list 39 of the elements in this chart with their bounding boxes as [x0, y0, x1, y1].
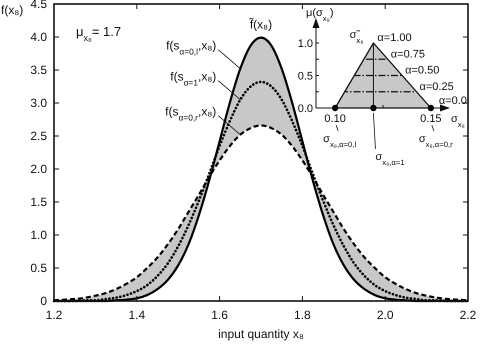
y-axis-title: μ(σ$_{x₈}$) [306, 7, 334, 22]
y-tick-label: 0.5 [298, 70, 313, 82]
x-tick-label: 1.8 [294, 308, 312, 322]
annotation: σ$_{x₈,α=0,r}$ [418, 133, 454, 148]
annotation: μ$_{x₈}$= 1.7 [76, 24, 122, 43]
x-tick-label: 0.15 [420, 113, 442, 125]
y-tick-label: 2.0 [30, 162, 48, 176]
x-tick-label: 1.2 [46, 308, 63, 322]
annotation: f̃(x₈) [248, 18, 272, 32]
x-tick-label: 1.4 [128, 308, 146, 322]
x-tick-label: 2.0 [376, 308, 394, 322]
y-tick-label: 2.5 [30, 129, 48, 143]
ref-line-label: α=0.25 [420, 80, 454, 93]
y-tick-label: 0 [40, 294, 48, 308]
annotation: α=0.0 [438, 95, 467, 107]
y-tick-label: 4.5 [30, 0, 48, 11]
y-tick-label: 1.0 [30, 228, 48, 242]
y-tick-label: 4.0 [30, 30, 48, 44]
text: f(s$_{α=0,l}$,x₈) [166, 38, 216, 57]
annotation: σ̃$_{x₈}$ [350, 29, 364, 44]
y-tick-label: 1.5 [30, 195, 48, 209]
x-tick-label: 0.10 [324, 113, 346, 125]
ref-line-label: α=0.50 [405, 64, 440, 76]
y-tick-label: 0.5 [30, 261, 48, 275]
annotation: σ$_{x₈,α=0,l}$ [323, 133, 356, 148]
text: f(s$_{α=0,r}$,x₈) [165, 104, 216, 123]
annotation: σ$_{x₈,α=1}$ [375, 151, 405, 166]
x-tick-label: 1.6 [211, 308, 228, 322]
x-axis-title: input quantity x₈ [218, 327, 304, 341]
y-tick-label: 3.5 [30, 63, 48, 77]
y-tick-label: 3.0 [30, 96, 48, 110]
x-axis-title: σ$_{x₈}$ [451, 113, 465, 128]
y-axis-title: f(x₈) [1, 3, 24, 17]
ref-line-label: α=0.75 [390, 48, 425, 60]
y-tick-label: 0.0 [298, 103, 313, 115]
y-tick-label: 1.0 [298, 38, 313, 50]
x-tick-label: 2.2 [460, 308, 477, 322]
text: f(s$_{α=1}$,x₈) [170, 70, 216, 88]
annotation: α=1.00 [377, 32, 412, 44]
